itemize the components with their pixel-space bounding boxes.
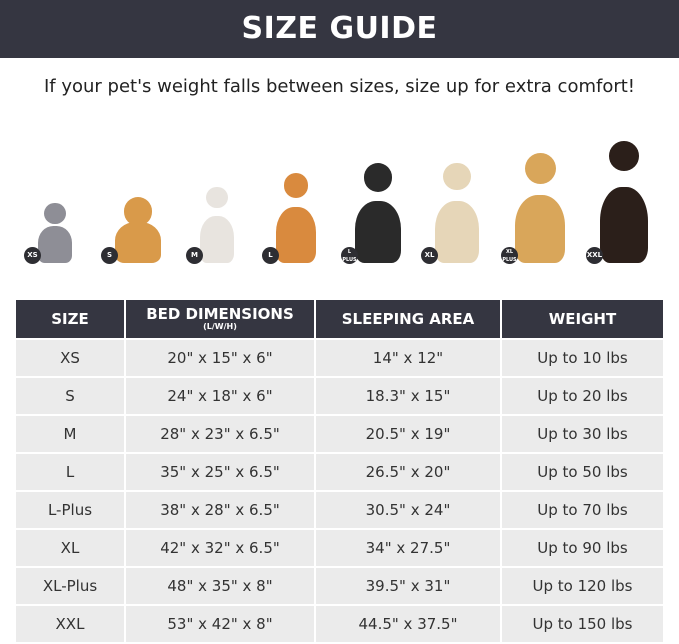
pet-head xyxy=(283,173,309,198)
cell-size: XS xyxy=(16,340,124,376)
size-badge: XL PLUS xyxy=(501,247,518,264)
table-row: XXL 53" x 42" x 8" 44.5" x 37.5" Up to 150 … xyxy=(16,606,663,642)
pet-photo xyxy=(515,153,565,263)
cell-sleeping-area: 26.5" x 20" xyxy=(316,454,500,490)
table-header-row: SIZE BED DIMENSIONS (L/W/H) SLEEPING AREA… xyxy=(16,300,663,338)
cell-size: S xyxy=(16,378,124,414)
cell-weight: Up to 30 lbs xyxy=(502,416,663,452)
cell-weight: Up to 70 lbs xyxy=(502,492,663,528)
pet-body xyxy=(276,207,316,263)
pet-head xyxy=(524,153,556,184)
cell-weight: Up to 50 lbs xyxy=(502,454,663,490)
header-bed-label: BED DIMENSIONS xyxy=(146,305,294,324)
table-row: M 28" x 23" x 6.5" 20.5" x 19" Up to 30 lbs xyxy=(16,416,663,452)
table-row: XL 42" x 32" x 6.5" 34" x 27.5" Up to 90 lb… xyxy=(16,530,663,566)
size-badge: XL xyxy=(421,247,438,264)
pet-body xyxy=(435,201,479,263)
pet-body xyxy=(515,194,565,263)
header-sleeping-area: SLEEPING AREA xyxy=(316,300,500,338)
pet-photo xyxy=(276,173,316,263)
cell-bed-dimensions: 20" x 15" x 6" xyxy=(126,340,314,376)
cell-weight: Up to 120 lbs xyxy=(502,568,663,604)
cell-sleeping-area: 34" x 27.5" xyxy=(316,530,500,566)
cell-size: L xyxy=(16,454,124,490)
cell-sleeping-area: 39.5" x 31" xyxy=(316,568,500,604)
header-size: SIZE xyxy=(16,300,124,338)
pet-body xyxy=(38,225,72,263)
size-table: SIZE BED DIMENSIONS (L/W/H) SLEEPING AREA… xyxy=(14,298,665,644)
pet-head xyxy=(44,203,66,225)
cell-bed-dimensions: 38" x 28" x 6.5" xyxy=(126,492,314,528)
cell-sleeping-area: 18.3" x 15" xyxy=(316,378,500,414)
size-badge: S xyxy=(101,247,118,264)
pet-photo xyxy=(355,163,401,263)
size-badge: L PLUS xyxy=(341,247,358,264)
page-title: SIZE GUIDE xyxy=(0,0,679,58)
table-row: L 35" x 25" x 6.5" 26.5" x 20" Up to 50 lbs xyxy=(16,454,663,490)
cell-weight: Up to 90 lbs xyxy=(502,530,663,566)
table-row: XS 20" x 15" x 6" 14" x 12" Up to 10 lbs xyxy=(16,340,663,376)
pet-head xyxy=(123,197,153,226)
cell-size: M xyxy=(16,416,124,452)
pet-photo xyxy=(200,187,234,263)
pet-photo xyxy=(115,197,161,263)
pet-head xyxy=(443,163,471,191)
cell-sleeping-area: 44.5" x 37.5" xyxy=(316,606,500,642)
sizing-tip: If your pet's weight falls between sizes… xyxy=(43,76,636,97)
pet-head xyxy=(363,163,393,192)
pet-body xyxy=(600,187,648,263)
cell-bed-dimensions: 48" x 35" x 8" xyxy=(126,568,314,604)
size-badge: XXL xyxy=(586,247,603,264)
cell-sleeping-area: 20.5" x 19" xyxy=(316,416,500,452)
table-row: L-Plus 38" x 28" x 6.5" 30.5" x 24" Up to 7… xyxy=(16,492,663,528)
cell-bed-dimensions: 42" x 32" x 6.5" xyxy=(126,530,314,566)
table-row: XL-Plus 48" x 35" x 8" 39.5" x 31" Up to 12… xyxy=(16,568,663,604)
size-badge: L xyxy=(262,247,279,264)
header-weight: WEIGHT xyxy=(502,300,663,338)
cell-bed-dimensions: 24" x 18" x 6" xyxy=(126,378,314,414)
cell-sleeping-area: 30.5" x 24" xyxy=(316,492,500,528)
pet-body xyxy=(355,201,401,263)
cell-size: L-Plus xyxy=(16,492,124,528)
cell-bed-dimensions: 35" x 25" x 6.5" xyxy=(126,454,314,490)
cell-size: XL-Plus xyxy=(16,568,124,604)
cell-sleeping-area: 14" x 12" xyxy=(316,340,500,376)
cell-bed-dimensions: 28" x 23" x 6.5" xyxy=(126,416,314,452)
table-row: S 24" x 18" x 6" 18.3" x 15" Up to 20 lbs xyxy=(16,378,663,414)
pet-head xyxy=(206,187,228,209)
cell-weight: Up to 20 lbs xyxy=(502,378,663,414)
cell-size: XXL xyxy=(16,606,124,642)
pet-photo xyxy=(600,141,648,263)
size-badge: XS xyxy=(24,247,41,264)
pet-photo xyxy=(38,203,72,263)
pet-head xyxy=(609,141,639,171)
pet-body xyxy=(115,222,161,263)
pet-body xyxy=(200,215,234,263)
header-bed-dimensions: BED DIMENSIONS (L/W/H) xyxy=(126,300,314,338)
size-badge: M xyxy=(186,247,203,264)
pet-photo xyxy=(435,163,479,263)
cell-weight: Up to 150 lbs xyxy=(502,606,663,642)
header-bed-sub: (L/W/H) xyxy=(203,321,237,331)
cell-weight: Up to 10 lbs xyxy=(502,340,663,376)
cell-bed-dimensions: 53" x 42" x 8" xyxy=(126,606,314,642)
cell-size: XL xyxy=(16,530,124,566)
